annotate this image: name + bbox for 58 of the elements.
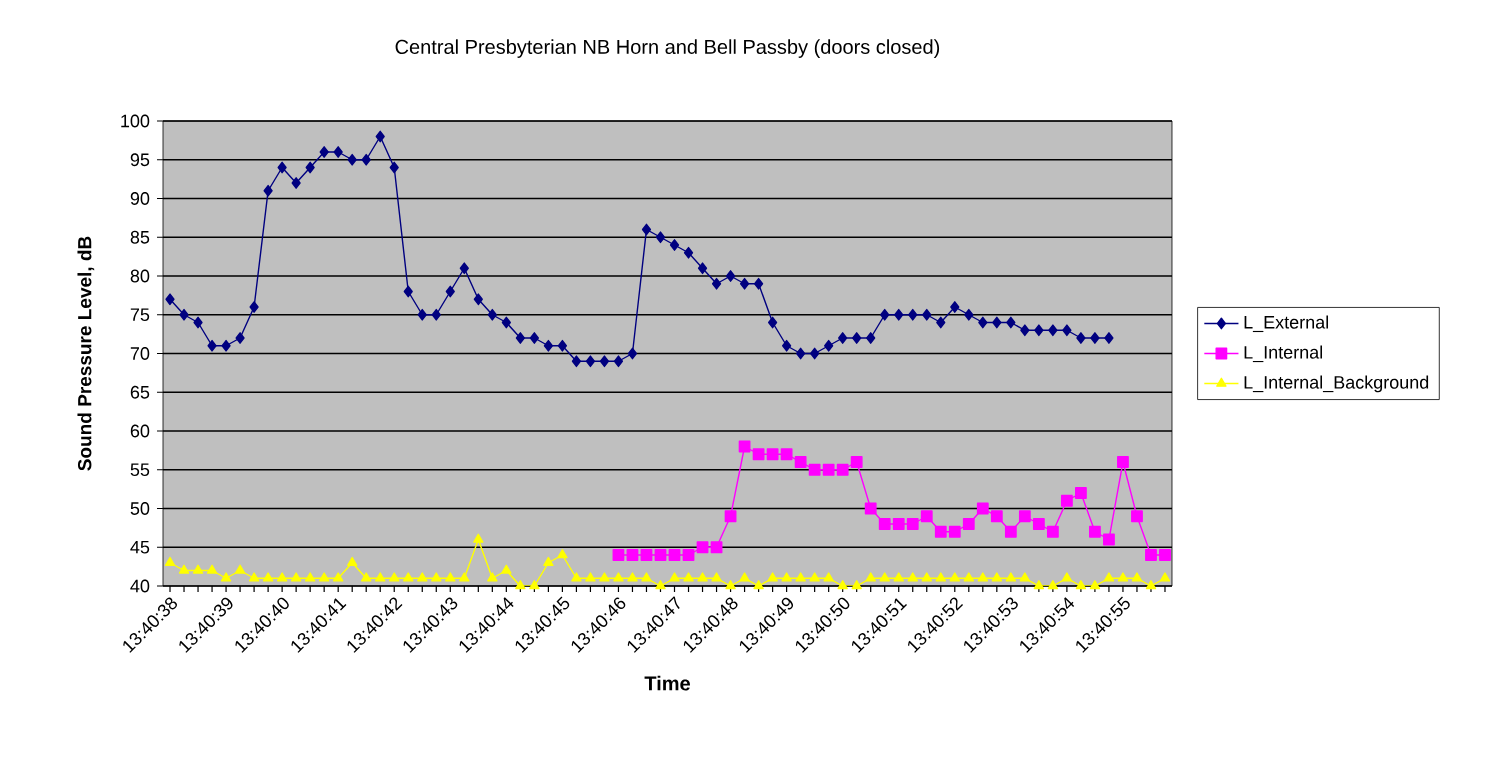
- point: [1032, 518, 1045, 530]
- chart-title: Central Presbyterian NB Horn and Bell Passby (doors closed): [395, 39, 940, 58]
- y-tick-label: 100: [121, 114, 150, 128]
- point: [1145, 549, 1157, 561]
- y-tick-label: 80: [130, 269, 150, 283]
- point: [640, 549, 653, 561]
- point: [1159, 549, 1171, 561]
- y-tick-label: 75: [130, 308, 150, 322]
- y-tick-label: 50: [130, 502, 150, 515]
- y-tick-label: 95: [130, 153, 150, 167]
- point: [696, 541, 709, 554]
- point: [710, 541, 723, 554]
- x-axis-title: Time: [644, 675, 690, 691]
- point: [948, 525, 961, 538]
- y-tick-label: 40: [130, 579, 150, 593]
- point: [962, 518, 975, 530]
- point: [1117, 456, 1129, 468]
- point: [626, 549, 639, 561]
- point: [1131, 510, 1143, 523]
- point: [752, 448, 765, 461]
- y-tick-label: 90: [130, 192, 150, 205]
- point: [1018, 510, 1031, 523]
- point: [1089, 525, 1101, 538]
- point: [612, 549, 625, 561]
- y-axis-title: Sound Pressure Level, dB: [77, 236, 95, 471]
- point: [1004, 525, 1017, 538]
- point: [906, 518, 919, 530]
- point: [766, 448, 779, 461]
- point: [780, 448, 793, 461]
- point: [724, 510, 737, 523]
- legend-label: L_Internal_Background: [1244, 375, 1429, 393]
- y-tick-label: 55: [130, 463, 150, 477]
- point: [1103, 533, 1115, 546]
- point: [668, 549, 681, 561]
- point: [836, 463, 849, 476]
- y-tick-label: 45: [130, 540, 150, 554]
- point: [892, 518, 905, 530]
- point: [934, 525, 947, 538]
- point: [682, 549, 695, 561]
- legend-label: L_Internal: [1244, 345, 1322, 363]
- legend-label: L_External: [1244, 315, 1328, 333]
- point: [822, 463, 835, 476]
- point: [654, 549, 667, 561]
- point: [794, 456, 807, 468]
- point: [920, 510, 933, 523]
- y-tick-label: 60: [130, 424, 150, 438]
- y-tick-label: 70: [130, 347, 150, 360]
- point: [878, 518, 891, 530]
- point: [976, 502, 989, 515]
- point: [1075, 487, 1087, 499]
- point: [1060, 494, 1073, 507]
- y-tick-label: 85: [130, 230, 150, 244]
- point: [1046, 525, 1059, 538]
- point: [990, 510, 1003, 523]
- y-tick-label: 65: [130, 385, 150, 399]
- point: [808, 463, 821, 476]
- point: [864, 502, 877, 515]
- point: [850, 456, 863, 468]
